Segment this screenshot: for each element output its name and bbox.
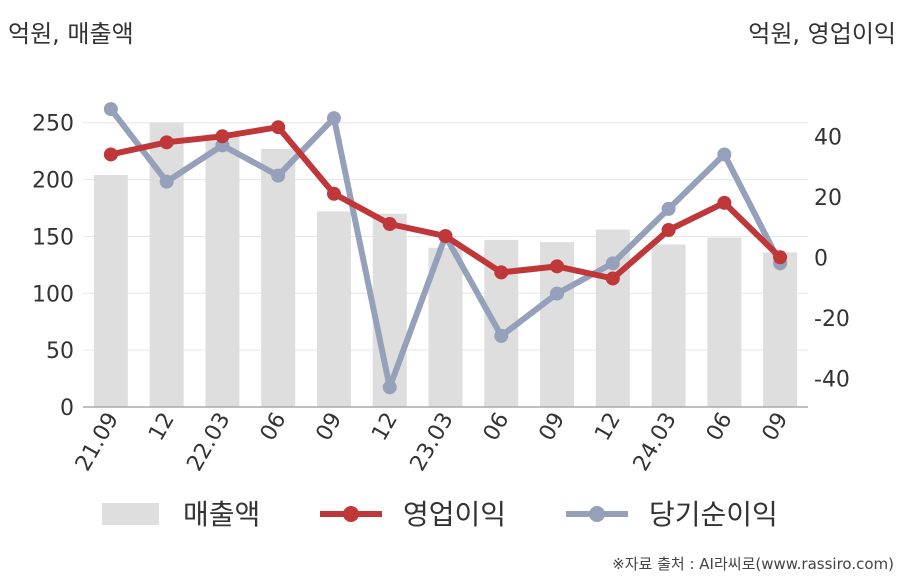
net-income-point — [326, 111, 341, 126]
net-income-point — [550, 286, 565, 301]
legend-operating-profit-marker — [343, 506, 359, 522]
net-income-point — [271, 168, 286, 183]
net-income-point — [494, 328, 509, 343]
left-tick-label: 50 — [46, 339, 74, 364]
operating-profit-point — [494, 265, 509, 280]
net-income-point — [103, 102, 118, 117]
x-tick-label: 12 — [367, 409, 403, 446]
operating-profit-point — [271, 120, 286, 135]
operating-profit-point — [159, 135, 174, 150]
x-tick-label: 09 — [535, 409, 571, 446]
source-note: ※자료 출처 : AI라씨로(www.rassiro.com) — [612, 555, 894, 573]
revenue-bar — [261, 148, 296, 408]
x-tick-label: 23.03 — [406, 409, 459, 476]
x-tick-label: 06 — [702, 409, 738, 446]
right-tick-label: -20 — [814, 307, 850, 332]
revenue-bar — [763, 252, 798, 407]
operating-profit-point — [661, 223, 676, 238]
revenue-bar — [93, 175, 128, 407]
operating-profit-point — [550, 259, 565, 274]
revenue-bar — [651, 244, 686, 407]
x-tick-label: 22.03 — [182, 409, 235, 476]
x-tick-label: 06 — [256, 409, 292, 446]
x-tick-label: 09 — [758, 409, 794, 446]
left-tick-label: 200 — [32, 169, 74, 194]
legend-operating-profit-label: 영업이익 — [403, 498, 506, 531]
left-tick-label: 0 — [60, 396, 74, 421]
revenue-bar — [707, 237, 742, 407]
right-tick-label: 20 — [814, 186, 842, 211]
legend-revenue-swatch — [102, 503, 159, 525]
left-tick-label: 150 — [32, 225, 74, 250]
right-tick-label: 0 — [814, 246, 828, 271]
x-tick-label: 12 — [144, 409, 180, 446]
operating-profit-point — [215, 129, 230, 144]
net-income-point — [382, 380, 397, 395]
x-tick-label: 06 — [479, 409, 515, 446]
legend-revenue-label: 매출액 — [183, 498, 260, 531]
left-tick-label: 100 — [32, 282, 74, 307]
x-tick-label: 21.09 — [71, 409, 124, 476]
operating-profit-point — [717, 195, 732, 210]
operating-profit-point — [438, 229, 453, 244]
revenue-bar — [595, 229, 630, 407]
x-tick-label: 09 — [312, 409, 348, 446]
operating-profit-point — [103, 147, 118, 162]
right-axis-unit: 억원, 영업이익 — [748, 20, 896, 48]
x-tick-label: 24.03 — [629, 409, 682, 476]
right-tick-label: 40 — [814, 125, 842, 150]
revenue-bar — [205, 134, 240, 407]
right-tick-label: -40 — [814, 367, 850, 392]
operating-profit-point — [382, 217, 397, 232]
net-income-point — [605, 256, 620, 271]
left-tick-label: 250 — [32, 112, 74, 137]
operating-profit-point — [326, 186, 341, 201]
operating-profit-point — [773, 250, 788, 265]
net-income-point — [717, 147, 732, 162]
legend-net-income-marker — [589, 506, 605, 522]
x-tick-label: 12 — [590, 409, 626, 446]
operating-profit-point — [605, 271, 620, 286]
net-income-point — [661, 201, 676, 216]
revenue-bar — [316, 211, 351, 407]
legend-net-income-label: 당기순이익 — [649, 498, 778, 531]
net-income-point — [159, 174, 174, 189]
left-axis-unit: 억원, 매출액 — [8, 20, 134, 48]
